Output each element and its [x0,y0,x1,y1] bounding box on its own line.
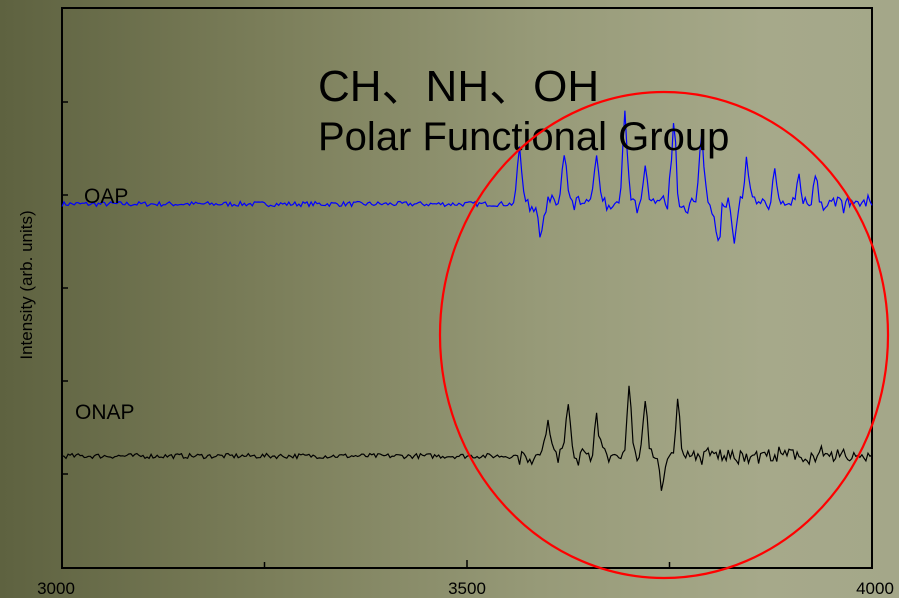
y-axis-ticks [62,101,68,475]
series-label-oap: OAP [84,185,128,208]
y-axis-label: Intensity (arb. units) [17,210,36,359]
highlight-ellipse [438,90,890,580]
x-tick-label-3500: 3500 [448,579,486,598]
x-tick-label-3000: 3000 [37,579,75,598]
annotation-line-2: Polar Functional Group [318,115,729,159]
annotation-line-1: CH、NH、OH [318,62,599,111]
series-line-onap [61,385,873,491]
x-tick-label-4000: 4000 [856,579,894,598]
series-label-onap: ONAP [75,401,135,424]
x-axis-ticks [263,560,671,568]
series-line-oap [61,110,873,244]
